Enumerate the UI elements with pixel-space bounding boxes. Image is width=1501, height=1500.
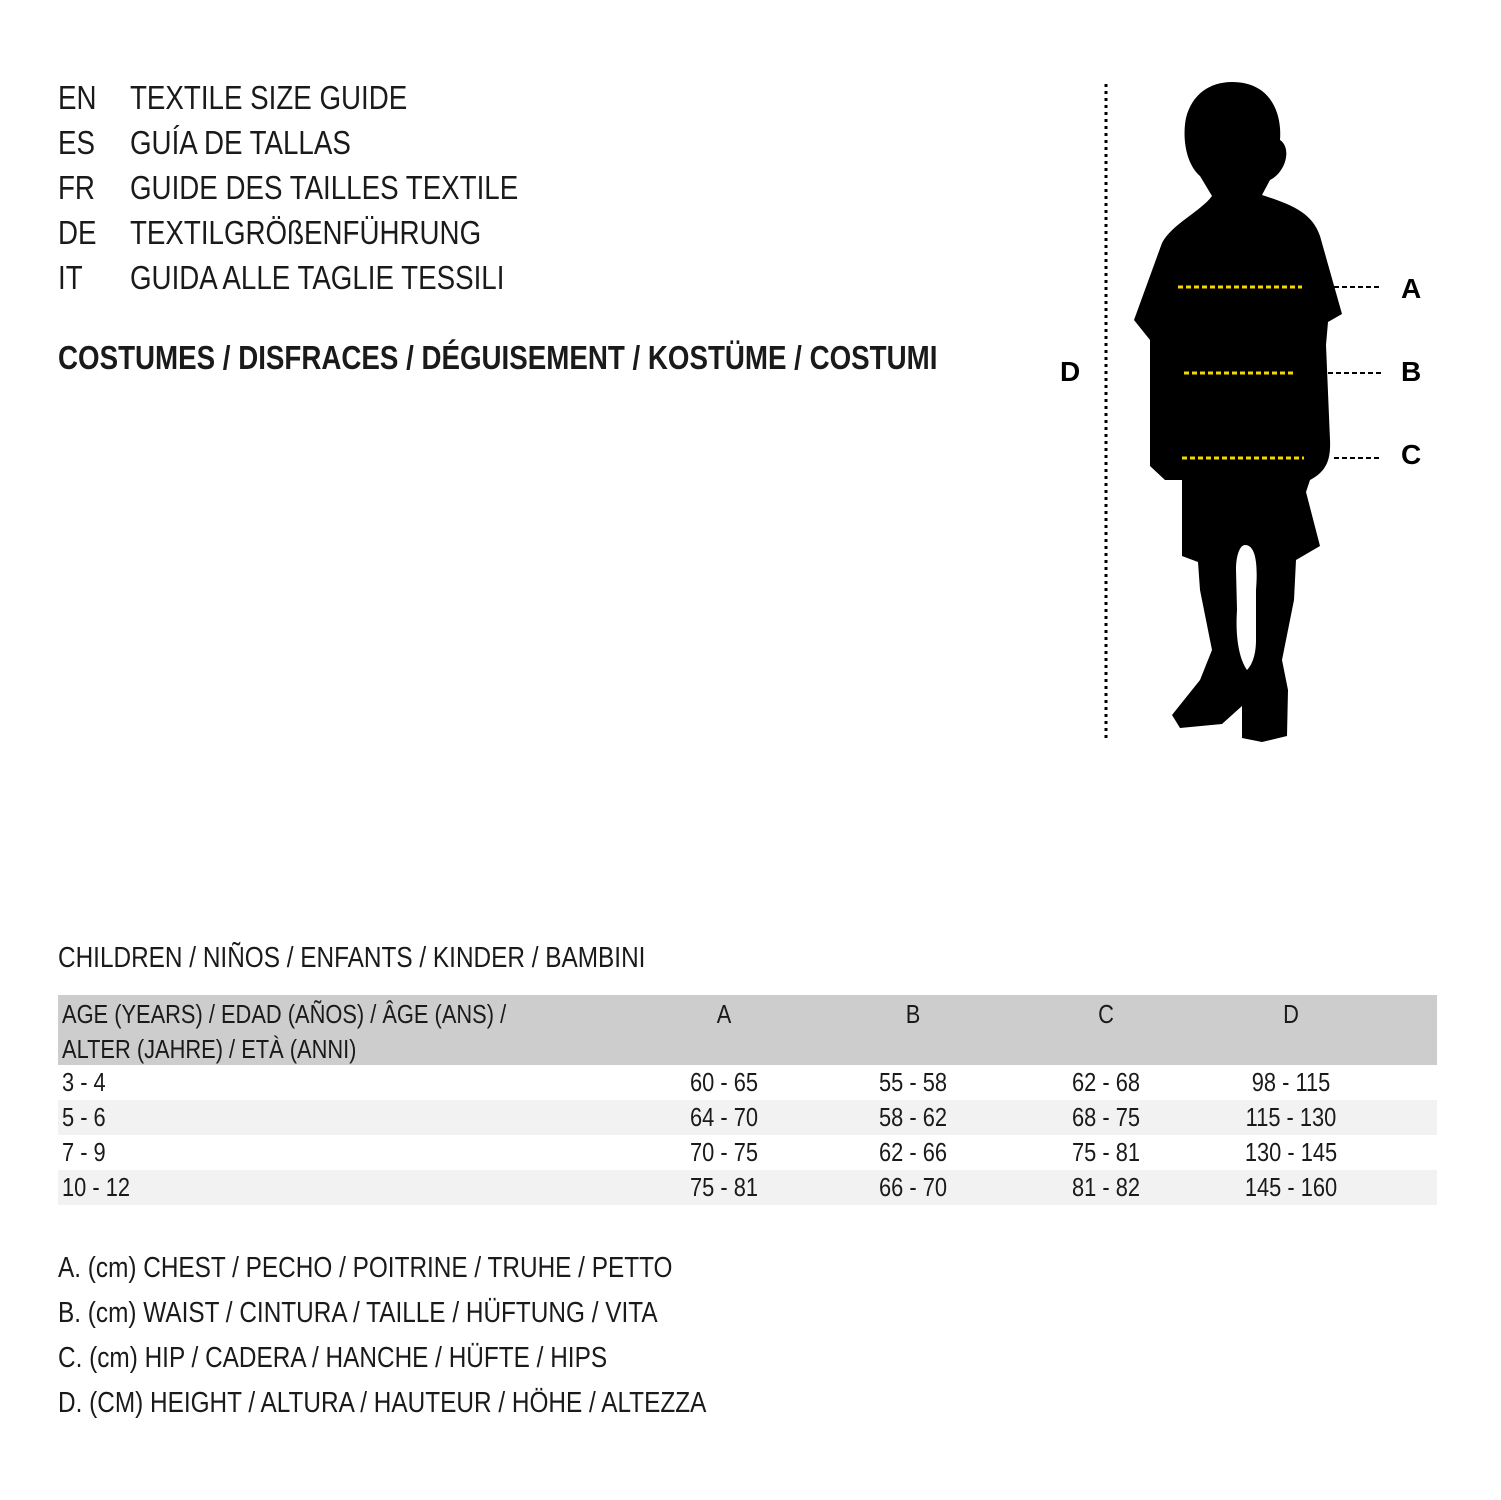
label-b: B	[1401, 356, 1421, 387]
cell-age-text: 5 - 6	[62, 1102, 106, 1132]
legend-text: A. (cm) CHEST / PECHO / POITRINE / TRUHE…	[58, 1252, 673, 1284]
lang-title: GUIDE DES TAILLES TEXTILE	[130, 169, 519, 206]
cell-age: 3 - 4	[62, 1065, 114, 1100]
cell-b: 62 - 66	[873, 1135, 954, 1170]
cell-age-text: 10 - 12	[62, 1172, 131, 1202]
cell-age: 5 - 6	[62, 1100, 114, 1135]
cell-c: 75 - 81	[1066, 1135, 1147, 1170]
legend-text: B. (cm) WAIST / CINTURA / TAILLE / HÜFTU…	[58, 1297, 658, 1329]
header-age-line2: ALTER (JAHRE) / ETÀ (ANNI)	[62, 1034, 357, 1064]
cell-age-text: 3 - 4	[62, 1067, 106, 1097]
cell-c: 68 - 75	[1066, 1100, 1147, 1135]
legend-text: C. (cm) HIP / CADERA / HANCHE / HÜFTE / …	[58, 1342, 608, 1374]
cell-c-text: 75 - 81	[1071, 1137, 1141, 1167]
child-silhouette	[1134, 82, 1342, 742]
category-heading: COSTUMES / DISFRACES / DÉGUISEMENT / KOS…	[58, 338, 1105, 378]
cell-b-text: 66 - 70	[878, 1172, 948, 1202]
lang-code: EN	[58, 79, 97, 116]
header-c: C	[1097, 997, 1116, 1032]
cell-d-text: 145 - 160	[1244, 1172, 1338, 1202]
cell-b: 58 - 62	[873, 1100, 954, 1135]
header-c-text: C	[1098, 999, 1114, 1029]
label-d: D	[1060, 356, 1080, 387]
cell-b: 55 - 58	[873, 1065, 954, 1100]
lang-code: ES	[58, 124, 95, 161]
cell-d: 130 - 145	[1236, 1135, 1346, 1170]
cell-a-text: 70 - 75	[689, 1137, 759, 1167]
cell-age: 7 - 9	[62, 1135, 114, 1170]
section-title-text: CHILDREN / NIÑOS / ENFANTS / KINDER / BA…	[58, 942, 646, 974]
cell-a: 64 - 70	[684, 1100, 765, 1135]
table-row: 5 - 6 64 - 70 58 - 62 68 - 75 115 - 130	[58, 1100, 1437, 1135]
cell-c-text: 81 - 82	[1071, 1172, 1141, 1202]
size-table: AGE (YEARS) / EDAD (AÑOS) / ÂGE (ANS) / …	[58, 995, 1437, 1205]
lang-code: FR	[58, 169, 95, 206]
category-text: COSTUMES / DISFRACES / DÉGUISEMENT / KOS…	[58, 339, 938, 376]
cell-b-text: 55 - 58	[878, 1067, 948, 1097]
header-age: AGE (YEARS) / EDAD (AÑOS) / ÂGE (ANS) / …	[62, 997, 591, 1067]
lang-code: DE	[58, 214, 97, 251]
header-d-text: D	[1283, 999, 1299, 1029]
cell-a: 75 - 81	[684, 1170, 765, 1205]
label-a: A	[1401, 273, 1421, 304]
legend-item-c: C. (cm) HIP / CADERA / HANCHE / HÜFTE / …	[58, 1340, 830, 1385]
table-row: 7 - 9 70 - 75 62 - 66 75 - 81 130 - 145	[58, 1135, 1437, 1170]
cell-d: 115 - 130	[1237, 1100, 1345, 1135]
cell-c: 81 - 82	[1066, 1170, 1147, 1205]
header-d: D	[1282, 997, 1301, 1032]
header-b: B	[904, 997, 921, 1032]
cell-b-text: 62 - 66	[878, 1137, 948, 1167]
legend-item-a: A. (cm) CHEST / PECHO / POITRINE / TRUHE…	[58, 1250, 830, 1295]
cell-a: 60 - 65	[684, 1065, 765, 1100]
cell-d-text: 98 - 115	[1251, 1067, 1331, 1097]
section-title: CHILDREN / NIÑOS / ENFANTS / KINDER / BA…	[58, 940, 757, 976]
table-row: 3 - 4 60 - 65 55 - 58 62 - 68 98 - 115	[58, 1065, 1437, 1100]
cell-b-text: 58 - 62	[878, 1102, 948, 1132]
cell-d-text: 130 - 145	[1244, 1137, 1338, 1167]
header-a-text: A	[716, 999, 732, 1029]
header-b-text: B	[905, 999, 921, 1029]
header-a: A	[715, 997, 732, 1032]
child-silhouette-figure: A B C D	[1060, 82, 1421, 742]
cell-d: 145 - 160	[1236, 1170, 1346, 1205]
lang-title: GUÍA DE TALLAS	[130, 124, 351, 161]
lang-title: TEXTILGRÖßENFÜHRUNG	[130, 214, 482, 251]
cell-a-text: 75 - 81	[689, 1172, 759, 1202]
lang-title: TEXTILE SIZE GUIDE	[130, 79, 408, 116]
cell-d-text: 115 - 130	[1245, 1102, 1337, 1132]
cell-b: 66 - 70	[873, 1170, 954, 1205]
cell-a-text: 64 - 70	[689, 1102, 759, 1132]
cell-d: 98 - 115	[1244, 1065, 1337, 1100]
cell-c-text: 62 - 68	[1071, 1067, 1141, 1097]
measurement-legend: A. (cm) CHEST / PECHO / POITRINE / TRUHE…	[58, 1250, 830, 1430]
cell-c-text: 68 - 75	[1071, 1102, 1141, 1132]
cell-age-text: 7 - 9	[62, 1137, 106, 1167]
header-age-line1: AGE (YEARS) / EDAD (AÑOS) / ÂGE (ANS) /	[62, 999, 507, 1029]
legend-item-b: B. (cm) WAIST / CINTURA / TAILLE / HÜFTU…	[58, 1295, 830, 1340]
legend-item-d: D. (CM) HEIGHT / ALTURA / HAUTEUR / HÖHE…	[58, 1385, 830, 1430]
cell-c: 62 - 68	[1066, 1065, 1147, 1100]
legend-text: D. (CM) HEIGHT / ALTURA / HAUTEUR / HÖHE…	[58, 1387, 707, 1419]
table-header: AGE (YEARS) / EDAD (AÑOS) / ÂGE (ANS) / …	[58, 995, 1437, 1065]
leg-gap	[1236, 545, 1257, 670]
lang-title: GUIDA ALLE TAGLIE TESSILI	[130, 259, 505, 296]
cell-age: 10 - 12	[62, 1170, 143, 1205]
cell-a-text: 60 - 65	[689, 1067, 759, 1097]
label-c: C	[1401, 439, 1421, 470]
cell-a: 70 - 75	[684, 1135, 765, 1170]
lang-code: IT	[58, 259, 83, 296]
table-row: 10 - 12 75 - 81 66 - 70 81 - 82 145 - 160	[58, 1170, 1437, 1205]
